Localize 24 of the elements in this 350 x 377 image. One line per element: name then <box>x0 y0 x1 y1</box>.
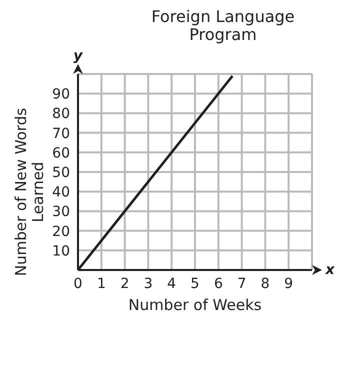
text: x <box>324 262 336 278</box>
x-tick-label: 8 <box>260 276 270 292</box>
x-tick-label: 0 <box>74 276 82 292</box>
x-tick-label: 3 <box>144 276 153 292</box>
y-tick-label: 20 <box>52 224 70 240</box>
x-tick-label: 2 <box>120 276 130 292</box>
y-tick-label: 40 <box>52 184 70 201</box>
x-tick-label: 4 <box>167 276 176 292</box>
text: y <box>73 48 84 64</box>
x-tick-label: 7 <box>237 276 246 292</box>
y-tick-label: 90 <box>52 86 70 103</box>
chart-title: Foreign Language Program <box>150 7 296 44</box>
x-tick-label: 6 <box>214 276 223 292</box>
y-tick-label: 80 <box>52 106 70 122</box>
y-tick-label: 30 <box>52 204 70 220</box>
y-axis-title: Number of New Words Learned <box>12 106 47 278</box>
y-tick-label: 50 <box>52 164 70 181</box>
x-tick-label: 9 <box>284 276 294 292</box>
x-tick-label: 5 <box>190 276 200 292</box>
y-tick-label: 10 <box>52 243 70 260</box>
y-tick-label: 60 <box>52 145 70 162</box>
x-tick-label: 1 <box>96 276 106 292</box>
y-tick-label: 70 <box>52 126 70 142</box>
x-axis-title: Number of Weeks <box>128 296 262 314</box>
